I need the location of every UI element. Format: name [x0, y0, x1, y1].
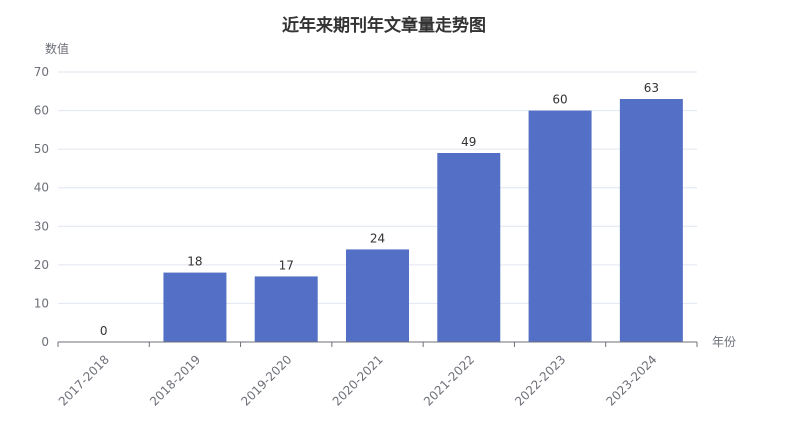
x-axis-label: 年份 [712, 335, 736, 349]
bar [619, 99, 683, 342]
x-tick-label: 2023-2024 [604, 352, 660, 408]
bar [254, 276, 318, 342]
y-axis-ticks: 0 10 20 30 40 50 60 70 [34, 65, 49, 349]
y-tick-label: 70 [34, 65, 49, 79]
y-axis-label: 数值 [45, 41, 69, 56]
x-tick-label: 2021-2022 [421, 352, 477, 408]
bar [346, 249, 409, 342]
x-tick-label: 2022-2023 [512, 352, 568, 408]
x-axis: 2017-2018 2018-2019 2019-2020 2020-2021 2021… [56, 341, 698, 409]
grid-lines [58, 71, 697, 304]
y-tick-label: 60 [34, 104, 49, 118]
data-label: 63 [644, 81, 659, 95]
bar [528, 110, 592, 342]
chart-title: 近年来期刊年文章量走势图 [282, 15, 486, 36]
data-label: 24 [370, 231, 385, 245]
bar [437, 153, 501, 342]
x-tick-label: 2018-2019 [147, 352, 203, 408]
data-label: 0 [100, 324, 108, 338]
data-label: 60 [552, 93, 567, 107]
y-tick-label: 40 [34, 181, 49, 195]
data-label: 49 [461, 135, 476, 149]
data-label: 18 [187, 255, 202, 269]
y-tick-label: 50 [34, 142, 49, 156]
bar [163, 272, 227, 342]
y-tick-label: 10 [34, 296, 49, 310]
x-tick-label: 2019-2020 [238, 352, 294, 408]
y-tick-label: 0 [41, 335, 49, 349]
data-label: 17 [279, 258, 294, 272]
y-tick-label: 30 [34, 219, 49, 233]
data-labels: 0 18 17 24 49 60 63 [100, 81, 659, 338]
y-tick-label: 20 [34, 258, 49, 272]
x-tick-label: 2020-2021 [330, 352, 386, 408]
bars [163, 99, 683, 342]
x-tick-label: 2017-2018 [56, 352, 112, 408]
